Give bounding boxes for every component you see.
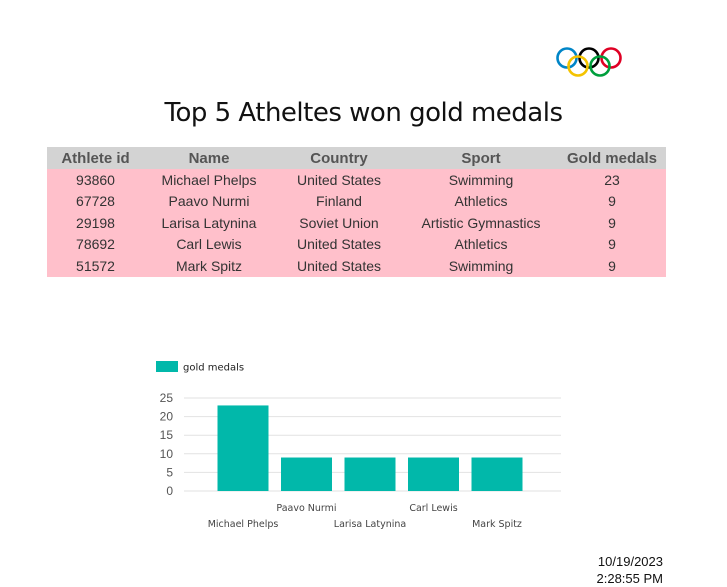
cell-sport: Swimming: [404, 169, 558, 191]
y-tick-label: 0: [166, 484, 173, 498]
cell-gold-medals: 9: [558, 233, 666, 255]
bar: [408, 457, 459, 491]
table-row: 78692 Carl Lewis United States Athletics…: [47, 233, 666, 255]
cell-gold-medals: 9: [558, 212, 666, 234]
cell-sport: Artistic Gymnastics: [404, 212, 558, 234]
column-header-name: Name: [144, 147, 274, 169]
page-title: Top 5 Atheltes won gold medals: [164, 98, 563, 128]
cell-country: Soviet Union: [274, 212, 404, 234]
cell-name: Larisa Latynina: [144, 212, 274, 234]
y-tick-label: 15: [160, 428, 174, 442]
table-row: 51572 Mark Spitz United States Swimming …: [47, 255, 666, 277]
x-tick-label: Paavo Nurmi: [276, 503, 336, 514]
x-tick-label: Mark Spitz: [472, 519, 522, 530]
cell-sport: Swimming: [404, 255, 558, 277]
table-row: 93860 Michael Phelps United States Swimm…: [47, 169, 666, 191]
bar: [217, 405, 269, 491]
cell-athlete-id: 29198: [47, 212, 144, 234]
cell-athlete-id: 93860: [47, 169, 144, 191]
cell-country: United States: [274, 255, 404, 277]
column-header-country: Country: [274, 147, 404, 169]
y-tick-label: 20: [160, 410, 174, 424]
cell-sport: Athletics: [404, 233, 558, 255]
column-header-gold-medals: Gold medals: [558, 147, 666, 169]
table-row: 67728 Paavo Nurmi Finland Athletics 9: [47, 190, 666, 212]
athletes-table: Athlete id Name Country Sport Gold medal…: [47, 147, 666, 277]
x-tick-label: Larisa Latynina: [334, 519, 406, 530]
table-header-row: Athlete id Name Country Sport Gold medal…: [47, 147, 666, 169]
cell-athlete-id: 67728: [47, 190, 144, 212]
cell-name: Mark Spitz: [144, 255, 274, 277]
y-tick-label: 5: [166, 465, 173, 479]
cell-gold-medals: 9: [558, 255, 666, 277]
y-tick-label: 25: [160, 391, 174, 405]
cell-gold-medals: 9: [558, 190, 666, 212]
x-tick-label: Carl Lewis: [409, 503, 457, 514]
cell-athlete-id: 78692: [47, 233, 144, 255]
cell-country: United States: [274, 169, 404, 191]
column-header-sport: Sport: [404, 147, 558, 169]
cell-name: Paavo Nurmi: [144, 190, 274, 212]
cell-country: Finland: [274, 190, 404, 212]
bar: [344, 457, 396, 491]
timestamp-date: 10/19/2023: [597, 554, 663, 569]
y-tick-label: 10: [160, 447, 174, 461]
report-timestamp: 10/19/2023 2:28:55 PM: [597, 553, 664, 587]
bar: [471, 457, 523, 491]
cell-sport: Athletics: [404, 190, 558, 212]
legend-swatch: [156, 361, 178, 372]
bar: [281, 457, 332, 491]
table-row: 29198 Larisa Latynina Soviet Union Artis…: [47, 212, 666, 234]
cell-name: Carl Lewis: [144, 233, 274, 255]
legend-label: gold medals: [183, 363, 244, 374]
column-header-athlete-id: Athlete id: [47, 147, 144, 169]
cell-athlete-id: 51572: [47, 255, 144, 277]
x-tick-label: Michael Phelps: [208, 519, 279, 530]
olympic-rings-icon: [556, 47, 622, 77]
timestamp-time: 2:28:55 PM: [596, 571, 664, 586]
cell-country: United States: [274, 233, 404, 255]
cell-name: Michael Phelps: [144, 169, 274, 191]
cell-gold-medals: 23: [558, 169, 666, 191]
